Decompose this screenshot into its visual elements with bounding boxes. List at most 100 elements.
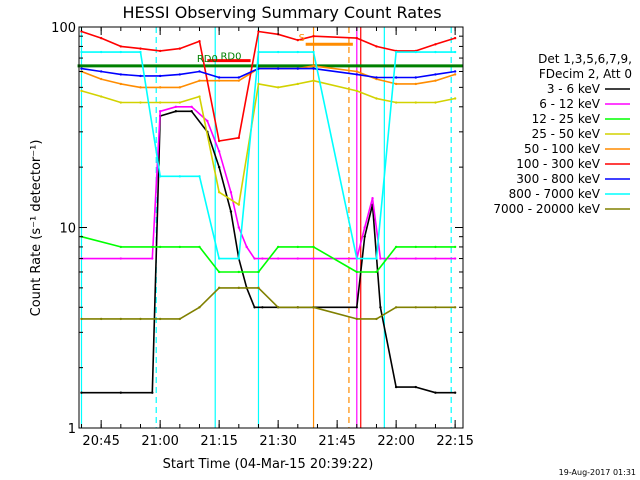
- data-point: [296, 245, 300, 249]
- data-point: [245, 245, 248, 249]
- series-line-3: [81, 235, 456, 273]
- data-point: [355, 306, 359, 309]
- data-point: [119, 257, 123, 260]
- data-point: [158, 110, 162, 113]
- data-point: [217, 79, 221, 82]
- data-point: [119, 45, 123, 48]
- data-point: [253, 306, 256, 309]
- series-line-1: [81, 110, 456, 394]
- data-point: [375, 257, 378, 260]
- annotation-label: S: [299, 33, 305, 44]
- data-point: [276, 86, 280, 89]
- data-point: [99, 70, 103, 73]
- data-point: [312, 257, 315, 260]
- data-point: [139, 50, 142, 54]
- data-point: [355, 270, 359, 274]
- data-point: [253, 257, 256, 260]
- legend-label: 50 - 100 keV: [524, 142, 601, 156]
- data-point: [119, 82, 123, 86]
- data-point: [80, 89, 83, 93]
- data-point: [178, 73, 182, 76]
- data-point: [276, 245, 280, 249]
- data-point: [312, 64, 315, 68]
- data-point: [261, 306, 264, 309]
- data-point: [139, 86, 142, 89]
- series-line-2: [81, 106, 456, 260]
- data-point: [394, 76, 398, 79]
- data-point: [237, 257, 241, 260]
- data-point: [355, 257, 359, 260]
- data-point: [158, 175, 162, 178]
- data-point: [453, 245, 457, 249]
- data-point: [80, 50, 83, 54]
- x-tick-label: 20:45: [82, 434, 119, 449]
- data-point: [276, 67, 280, 70]
- data-point: [355, 89, 359, 93]
- data-point: [434, 101, 437, 104]
- data-point: [257, 30, 260, 33]
- series-line-7: [81, 67, 456, 79]
- x-tick-label: 22:15: [436, 434, 473, 449]
- data-point: [434, 257, 437, 260]
- data-point: [217, 165, 221, 169]
- series-line-9: [81, 287, 456, 320]
- data-point: [434, 50, 437, 54]
- data-point: [237, 76, 241, 79]
- data-point: [237, 226, 241, 229]
- data-point: [217, 257, 221, 260]
- data-point: [237, 270, 241, 274]
- data-point: [80, 67, 83, 70]
- data-point: [296, 38, 300, 42]
- data-point: [80, 391, 83, 394]
- data-point: [178, 101, 182, 104]
- data-point: [178, 47, 182, 50]
- data-point: [80, 30, 83, 33]
- data-point: [190, 110, 193, 113]
- data-point: [119, 101, 123, 104]
- y-tick-label: 1: [68, 422, 76, 437]
- data-point: [178, 245, 182, 249]
- data-point: [174, 110, 178, 113]
- data-point: [296, 50, 300, 54]
- data-point: [237, 79, 241, 82]
- data-point: [379, 306, 382, 309]
- data-point: [217, 286, 221, 290]
- x-tick-label: 21:00: [141, 434, 178, 449]
- footer-date: 19-Aug-2017 01:31: [559, 468, 636, 477]
- data-point: [453, 70, 457, 73]
- data-point: [296, 306, 300, 309]
- data-point: [158, 245, 162, 249]
- data-point: [414, 245, 418, 249]
- data-point: [453, 97, 457, 100]
- data-point: [217, 270, 221, 274]
- data-point: [198, 39, 201, 43]
- chart-title: HESSI Observing Summary Count Rates: [122, 3, 441, 22]
- data-point: [312, 67, 315, 70]
- y-tick-label: 100: [51, 21, 76, 36]
- data-point: [229, 210, 233, 213]
- data-point: [434, 306, 437, 309]
- plot-area: RD0 RD0 S: [77, 27, 463, 428]
- data-point: [414, 385, 418, 389]
- data-point: [139, 317, 142, 321]
- legend-label: 100 - 300 keV: [516, 157, 600, 171]
- data-point: [355, 36, 359, 40]
- data-point: [296, 82, 300, 86]
- legend-label: 300 - 800 keV: [516, 172, 600, 186]
- data-point: [453, 36, 457, 40]
- data-point: [375, 317, 378, 321]
- data-point: [158, 101, 162, 104]
- data-point: [217, 150, 221, 153]
- axes: 1 10 100 20:45 21:00 21:15 21:30 21:45 22:00 22:1…: [51, 21, 474, 449]
- data-point: [178, 317, 182, 321]
- data-point: [355, 317, 359, 321]
- data-point: [312, 50, 315, 54]
- data-point: [276, 257, 280, 260]
- data-point: [355, 70, 359, 73]
- data-point: [434, 79, 437, 82]
- legend-label: 800 - 7000 keV: [509, 187, 601, 201]
- data-point: [414, 50, 418, 54]
- data-point: [453, 50, 457, 54]
- data-point: [312, 245, 315, 249]
